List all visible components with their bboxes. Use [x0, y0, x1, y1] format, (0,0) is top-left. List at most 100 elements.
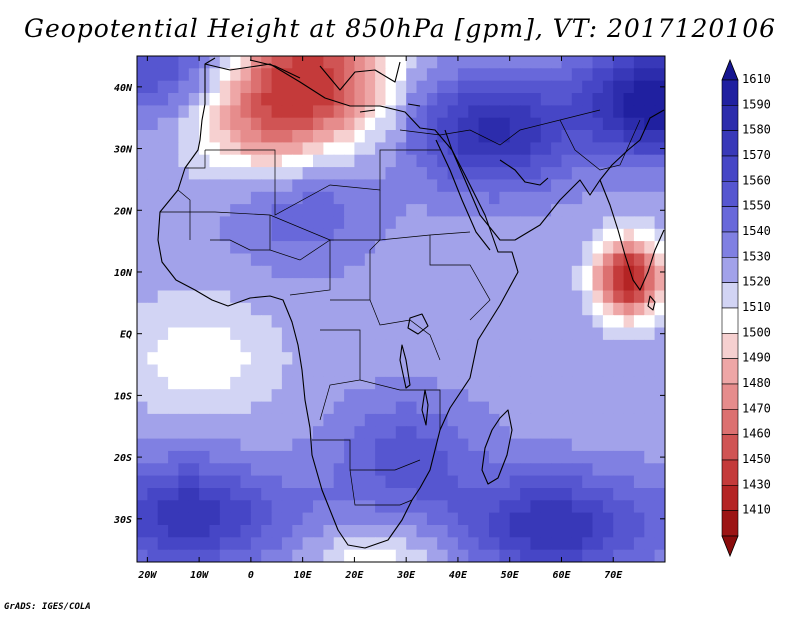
field-cell [437, 179, 449, 193]
field-cell [271, 130, 283, 143]
field-cell [509, 512, 521, 526]
field-cell [426, 389, 438, 403]
field-cell [364, 204, 376, 217]
field-cell [385, 154, 397, 168]
field-cell [147, 290, 159, 304]
field-cell [385, 179, 397, 193]
field-cell [313, 315, 324, 329]
field-cell [406, 290, 418, 304]
field-cell [385, 265, 397, 279]
field-cell [375, 179, 387, 193]
field-cell [230, 253, 242, 267]
field-cell [457, 154, 469, 168]
field-cell [302, 488, 314, 501]
field-cell [261, 438, 273, 452]
field-cell [489, 56, 500, 69]
field-cell [530, 179, 542, 193]
field-cell [540, 463, 552, 477]
field-cell [654, 80, 665, 94]
field-cell [250, 500, 262, 514]
field-cell [478, 228, 490, 242]
field-cell [406, 241, 418, 254]
field-cell [178, 302, 190, 316]
field-cell [561, 352, 573, 366]
field-cell [654, 364, 665, 378]
colorbar-swatch [721, 105, 739, 131]
field-cell [499, 130, 511, 143]
field-cell [261, 68, 273, 82]
field-cell [395, 364, 407, 378]
field-cell [468, 438, 480, 452]
field-cell [375, 525, 387, 538]
field-cell [406, 80, 418, 94]
field-cell [178, 352, 190, 366]
field-cell [520, 253, 532, 267]
field-cell [520, 228, 532, 242]
field-cell [571, 93, 583, 106]
field-cell [147, 450, 159, 464]
field-cell [561, 117, 573, 131]
field-cell [271, 154, 283, 168]
field-cell [478, 500, 490, 514]
field-cell [530, 80, 542, 94]
field-cell [250, 327, 262, 341]
field-cell [137, 475, 148, 489]
field-cell [188, 56, 200, 69]
field-cell [633, 413, 645, 427]
field-cell [137, 93, 148, 106]
field-cell [188, 339, 200, 353]
field-cell [199, 500, 211, 514]
field-cell [623, 413, 635, 427]
field-cell [157, 537, 169, 551]
field-cell [447, 327, 459, 341]
field-cell [582, 191, 594, 205]
field-cell [416, 105, 428, 119]
field-cell [240, 438, 252, 452]
field-cell [509, 450, 521, 464]
field-cell [468, 228, 480, 242]
field-cell [571, 167, 583, 180]
field-cell [602, 500, 614, 514]
field-cell [313, 475, 324, 489]
field-cell [520, 130, 532, 143]
field-cell [147, 488, 159, 501]
field-cell [178, 154, 190, 168]
field-cell [281, 401, 293, 415]
field-cell [633, 80, 645, 94]
field-cell [447, 142, 459, 156]
field-cell [551, 401, 563, 415]
field-cell [437, 327, 449, 341]
field-cell [582, 549, 594, 562]
field-cell [654, 376, 665, 390]
field-cell [613, 512, 625, 526]
field-cell [540, 80, 552, 94]
field-cell [582, 80, 594, 94]
field-cell [623, 167, 635, 180]
field-cell [188, 278, 200, 291]
field-cell [240, 290, 252, 304]
field-cell [613, 315, 625, 329]
field-cell [582, 401, 594, 415]
field-cell [188, 389, 200, 403]
colorbar-swatch [721, 206, 739, 233]
field-cell [178, 179, 190, 193]
field-cell [261, 154, 273, 168]
field-cell [168, 93, 180, 106]
field-cell [540, 204, 552, 217]
field-cell [364, 228, 376, 242]
field-cell [426, 167, 438, 180]
field-cell [540, 315, 552, 329]
field-cell [509, 105, 521, 119]
field-cell [333, 290, 345, 304]
field-cell [199, 475, 211, 489]
field-cell [354, 56, 366, 69]
field-cell [240, 93, 252, 106]
field-cell [406, 463, 418, 477]
field-cell [333, 475, 345, 489]
field-cell [271, 56, 283, 69]
field-cell [530, 327, 542, 341]
field-cell [292, 265, 304, 279]
field-cell [333, 339, 345, 353]
field-cell [157, 364, 169, 378]
field-cell [561, 413, 573, 427]
